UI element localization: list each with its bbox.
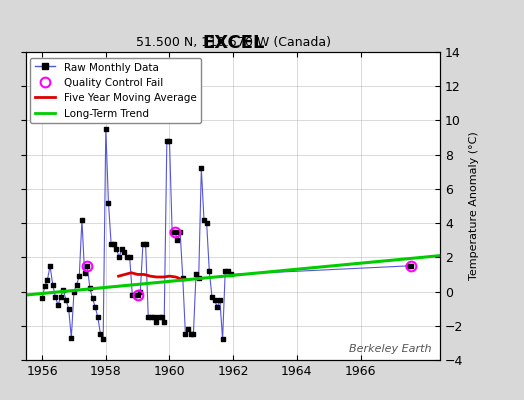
Point — [75, 273, 83, 279]
Point — [211, 297, 219, 303]
Point — [187, 331, 195, 338]
Point — [104, 199, 113, 206]
Point — [216, 297, 224, 303]
Title: EXCEL: EXCEL — [202, 34, 265, 52]
Point — [38, 295, 46, 302]
Point — [107, 240, 115, 247]
Point — [51, 294, 60, 300]
Point — [115, 254, 123, 260]
Point — [139, 240, 147, 247]
Point — [117, 246, 126, 252]
Point — [184, 326, 192, 332]
Point — [149, 314, 158, 320]
Point — [96, 331, 105, 338]
Point — [59, 287, 68, 293]
Point — [141, 240, 150, 247]
Point — [46, 263, 54, 269]
Point — [40, 283, 49, 290]
Point — [89, 295, 97, 302]
Point — [125, 254, 134, 260]
Point — [219, 336, 227, 343]
Point — [194, 275, 203, 281]
Point — [181, 331, 190, 338]
Point — [160, 319, 168, 326]
Point — [120, 249, 128, 256]
Point — [162, 138, 171, 144]
Point — [200, 216, 208, 223]
Point — [102, 126, 110, 132]
Text: 51.500 N, 110.570 W (Canada): 51.500 N, 110.570 W (Canada) — [136, 36, 331, 49]
Point — [205, 268, 213, 274]
Point — [62, 297, 70, 303]
Point — [136, 288, 145, 295]
Point — [152, 319, 160, 326]
Legend: Raw Monthly Data, Quality Control Fail, Five Year Moving Average, Long-Term Tren: Raw Monthly Data, Quality Control Fail, … — [30, 58, 201, 123]
Point — [134, 292, 142, 298]
Point — [80, 270, 89, 276]
Point — [192, 271, 200, 278]
Point — [155, 314, 163, 320]
Point — [123, 254, 131, 260]
Point — [168, 228, 177, 235]
Point — [208, 294, 216, 300]
Point — [157, 314, 166, 320]
Point — [202, 220, 211, 226]
Point — [57, 294, 65, 300]
Point — [128, 292, 137, 298]
Point — [171, 228, 179, 235]
Point — [226, 271, 235, 278]
Point — [165, 138, 173, 144]
Point — [49, 282, 57, 288]
Point — [221, 268, 230, 274]
Point — [78, 216, 86, 223]
Point — [179, 275, 187, 281]
Point — [131, 292, 139, 298]
Point — [94, 314, 102, 320]
Point — [64, 306, 73, 312]
Point — [173, 237, 182, 244]
Point — [112, 246, 121, 252]
Point — [86, 285, 94, 291]
Point — [213, 304, 222, 310]
Point — [54, 302, 62, 308]
Point — [99, 336, 107, 343]
Point — [197, 165, 205, 172]
Point — [72, 282, 81, 288]
Point — [224, 268, 232, 274]
Point — [70, 288, 78, 295]
Point — [67, 334, 75, 341]
Point — [110, 240, 118, 247]
Point — [147, 314, 155, 320]
Text: Berkeley Earth: Berkeley Earth — [350, 344, 432, 354]
Point — [144, 314, 152, 320]
Point — [404, 263, 412, 269]
Y-axis label: Temperature Anomaly (°C): Temperature Anomaly (°C) — [469, 132, 479, 280]
Point — [176, 228, 184, 235]
Point — [43, 276, 52, 283]
Point — [407, 263, 415, 269]
Point — [91, 304, 100, 310]
Point — [189, 331, 198, 338]
Point — [83, 263, 91, 269]
